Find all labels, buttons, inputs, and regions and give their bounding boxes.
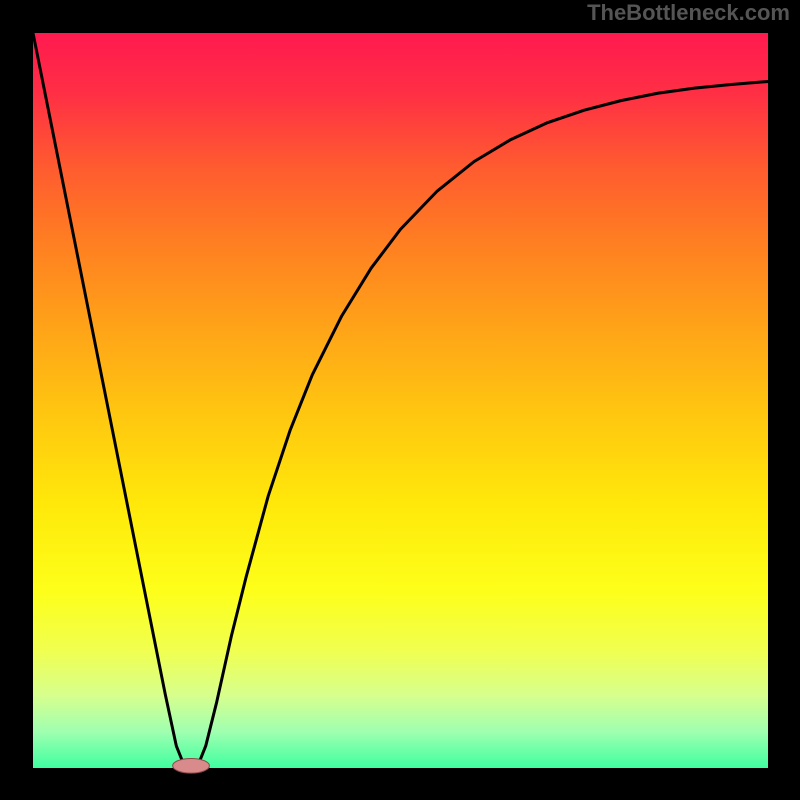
- optimal-point-marker: [173, 758, 210, 773]
- watermark-text: TheBottleneck.com: [587, 0, 790, 26]
- chart-svg: [0, 0, 800, 800]
- plot-gradient: [33, 33, 768, 768]
- chart-container: TheBottleneck.com: [0, 0, 800, 800]
